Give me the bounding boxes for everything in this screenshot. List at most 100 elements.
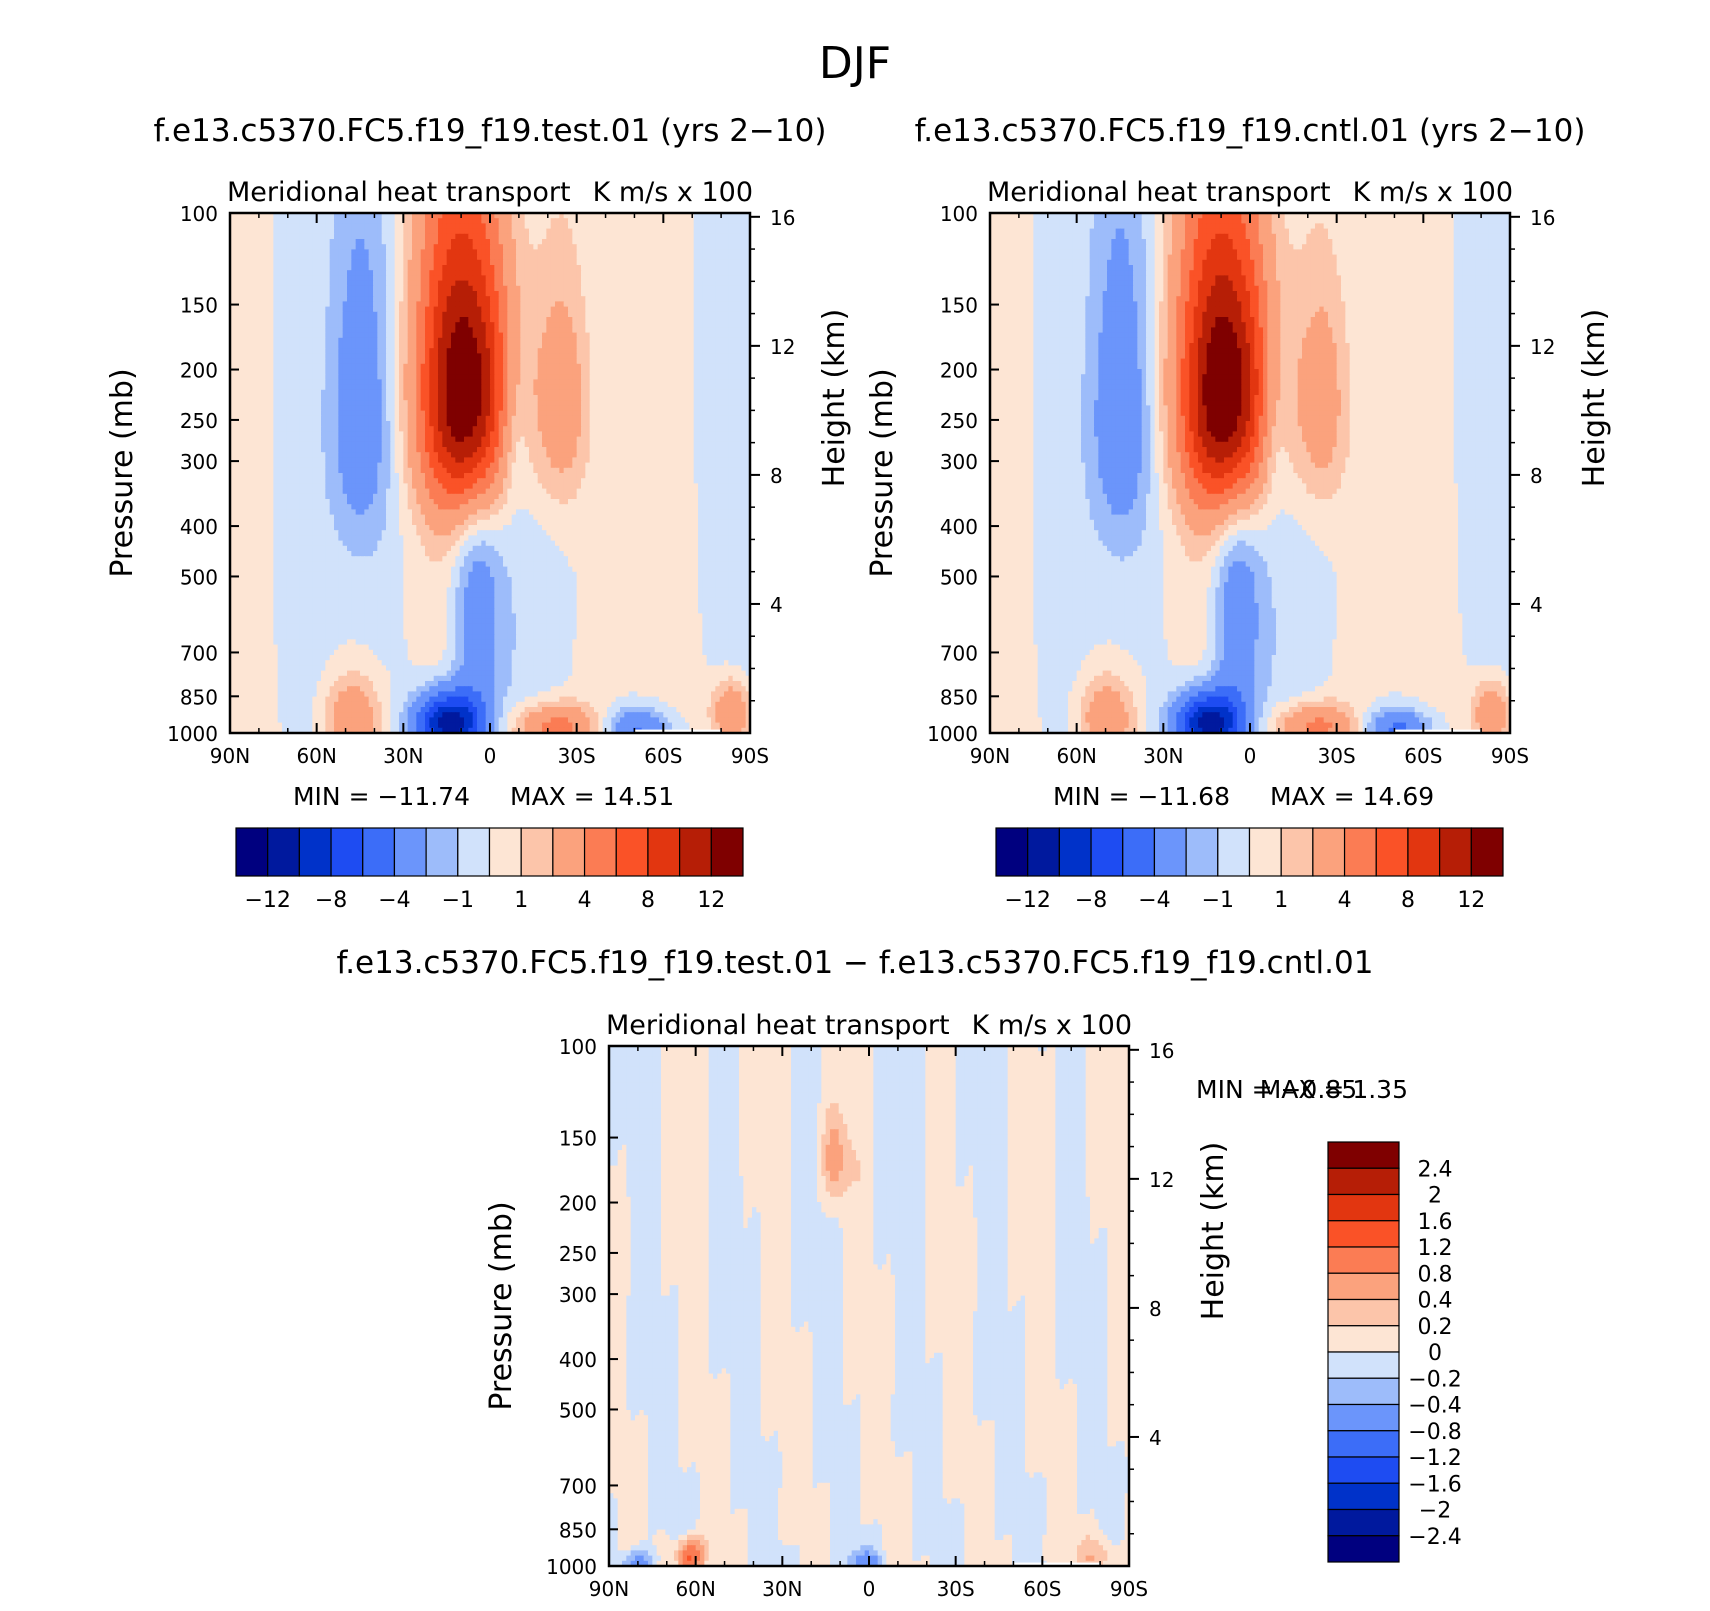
contour-cell (395, 244, 400, 250)
contour-cell (282, 333, 287, 339)
contour-cell (620, 244, 625, 250)
contour-cell (516, 239, 521, 245)
contour-cell (598, 281, 603, 287)
contour-cell (321, 281, 326, 287)
contour-cell (468, 218, 473, 224)
contour-cell (256, 327, 261, 333)
contour-cell (395, 239, 400, 245)
contour-cell (546, 296, 551, 302)
contour-cell (724, 270, 729, 276)
contour-cell (343, 333, 348, 339)
contour-cell (629, 296, 634, 302)
contour-cell (590, 296, 595, 302)
contour-cell (663, 312, 668, 318)
contour-cell (473, 229, 478, 235)
contour-cell (659, 322, 664, 328)
contour-cell (321, 275, 326, 281)
contour-cell (512, 255, 517, 261)
contour-cell (650, 270, 655, 276)
contour-cell (343, 296, 348, 302)
contour-cell (741, 312, 746, 318)
contour-cell (464, 244, 469, 250)
contour-cell (707, 244, 712, 250)
contour-cell (464, 265, 469, 271)
contour-cell (733, 322, 738, 328)
contour-cell (364, 322, 369, 328)
contour-cell (728, 265, 733, 271)
contour-cell (737, 317, 742, 323)
contour-cell (551, 322, 556, 328)
contour-cell (282, 260, 287, 266)
contour-cell (572, 249, 577, 255)
contour-cell (356, 249, 361, 255)
contour-cell (581, 291, 586, 297)
contour-cell (347, 275, 352, 281)
contour-cell (395, 333, 400, 339)
contour-cell (620, 307, 625, 313)
contour-cell (429, 275, 434, 281)
contour-cell (507, 307, 512, 313)
contour-cell (343, 286, 348, 292)
contour-cell (741, 218, 746, 224)
contour-cell (260, 301, 265, 307)
contour-cell (503, 260, 508, 266)
contour-cell (386, 327, 391, 333)
contour-cell (373, 218, 378, 224)
contour-cell (720, 317, 725, 323)
contour-cell (234, 223, 239, 229)
contour-cell (260, 270, 265, 276)
contour-cell (265, 265, 270, 271)
contour-cell (343, 265, 348, 271)
contour-cell (421, 307, 426, 313)
contour-cell (234, 312, 239, 318)
contour-cell (243, 275, 248, 281)
contour-cell (390, 307, 395, 313)
contour-cell (499, 229, 504, 235)
contour-cell (642, 333, 647, 339)
contour-cell (425, 234, 430, 240)
contour-cell (325, 307, 330, 313)
contour-cell (286, 249, 291, 255)
contour-cell (637, 333, 642, 339)
contour-cell (351, 229, 356, 235)
contour-cell (681, 244, 686, 250)
contour-cell (369, 307, 374, 313)
contour-cell (590, 234, 595, 240)
contour-cell (377, 255, 382, 261)
contour-cell (312, 255, 317, 261)
contour-cell (611, 307, 616, 313)
contour-cell (434, 255, 439, 261)
contour-cell (659, 296, 664, 302)
contour-cell (577, 301, 582, 307)
contour-cell (490, 244, 495, 250)
contour-cell (347, 265, 352, 271)
contour-cell (707, 281, 712, 287)
contour-cell (642, 244, 647, 250)
contour-cell (529, 307, 534, 313)
contour-cell (733, 275, 738, 281)
contour-cell (373, 265, 378, 271)
contour-cell (481, 322, 486, 328)
contour-cell (416, 244, 421, 250)
figure-title: DJF (819, 38, 891, 89)
contour-cell (486, 249, 491, 255)
contour-cell (377, 301, 382, 307)
contour-cell (585, 255, 590, 261)
contour-cell (507, 317, 512, 323)
contour-cell (707, 229, 712, 235)
contour-cell (685, 239, 690, 245)
contour-cell (737, 296, 742, 302)
contour-cell (594, 260, 599, 266)
contour-cell (347, 281, 352, 287)
contour-cell (273, 265, 278, 271)
contour-cell (234, 270, 239, 276)
contour-cell (741, 291, 746, 297)
contour-cell (581, 286, 586, 292)
contour-cell (724, 322, 729, 328)
contour-cell (347, 270, 352, 276)
contour-cell (689, 265, 694, 271)
contour-cell (655, 234, 660, 240)
contour-cell (295, 281, 300, 287)
contour-cell (403, 223, 408, 229)
contour-cell (239, 218, 244, 224)
